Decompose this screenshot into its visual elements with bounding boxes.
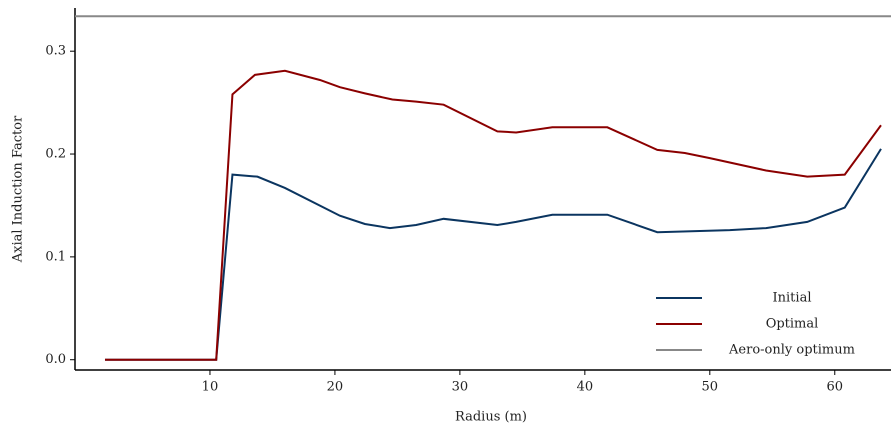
y-tick-label: 0.1 (45, 249, 66, 264)
legend-label: Optimal (766, 317, 819, 332)
x-tick-label: 10 (202, 380, 219, 395)
y-tick-label: 0.2 (45, 147, 66, 162)
y-tick-label: 0.3 (45, 44, 66, 59)
legend-label: Initial (773, 291, 812, 306)
x-axis-label: Radius (m) (455, 410, 527, 425)
y-tick-label: 0.0 (45, 352, 66, 367)
series-line (104, 148, 882, 361)
y-axis-label: Axial Induction Factor (11, 115, 26, 263)
series-line (104, 69, 882, 361)
x-tick-label: 30 (452, 380, 469, 395)
x-tick-label: 20 (327, 380, 344, 395)
legend-label: Aero-only optimum (728, 343, 855, 358)
x-tick-label: 50 (702, 380, 719, 395)
x-tick-label: 40 (577, 380, 594, 395)
x-tick-label: 60 (826, 380, 843, 395)
